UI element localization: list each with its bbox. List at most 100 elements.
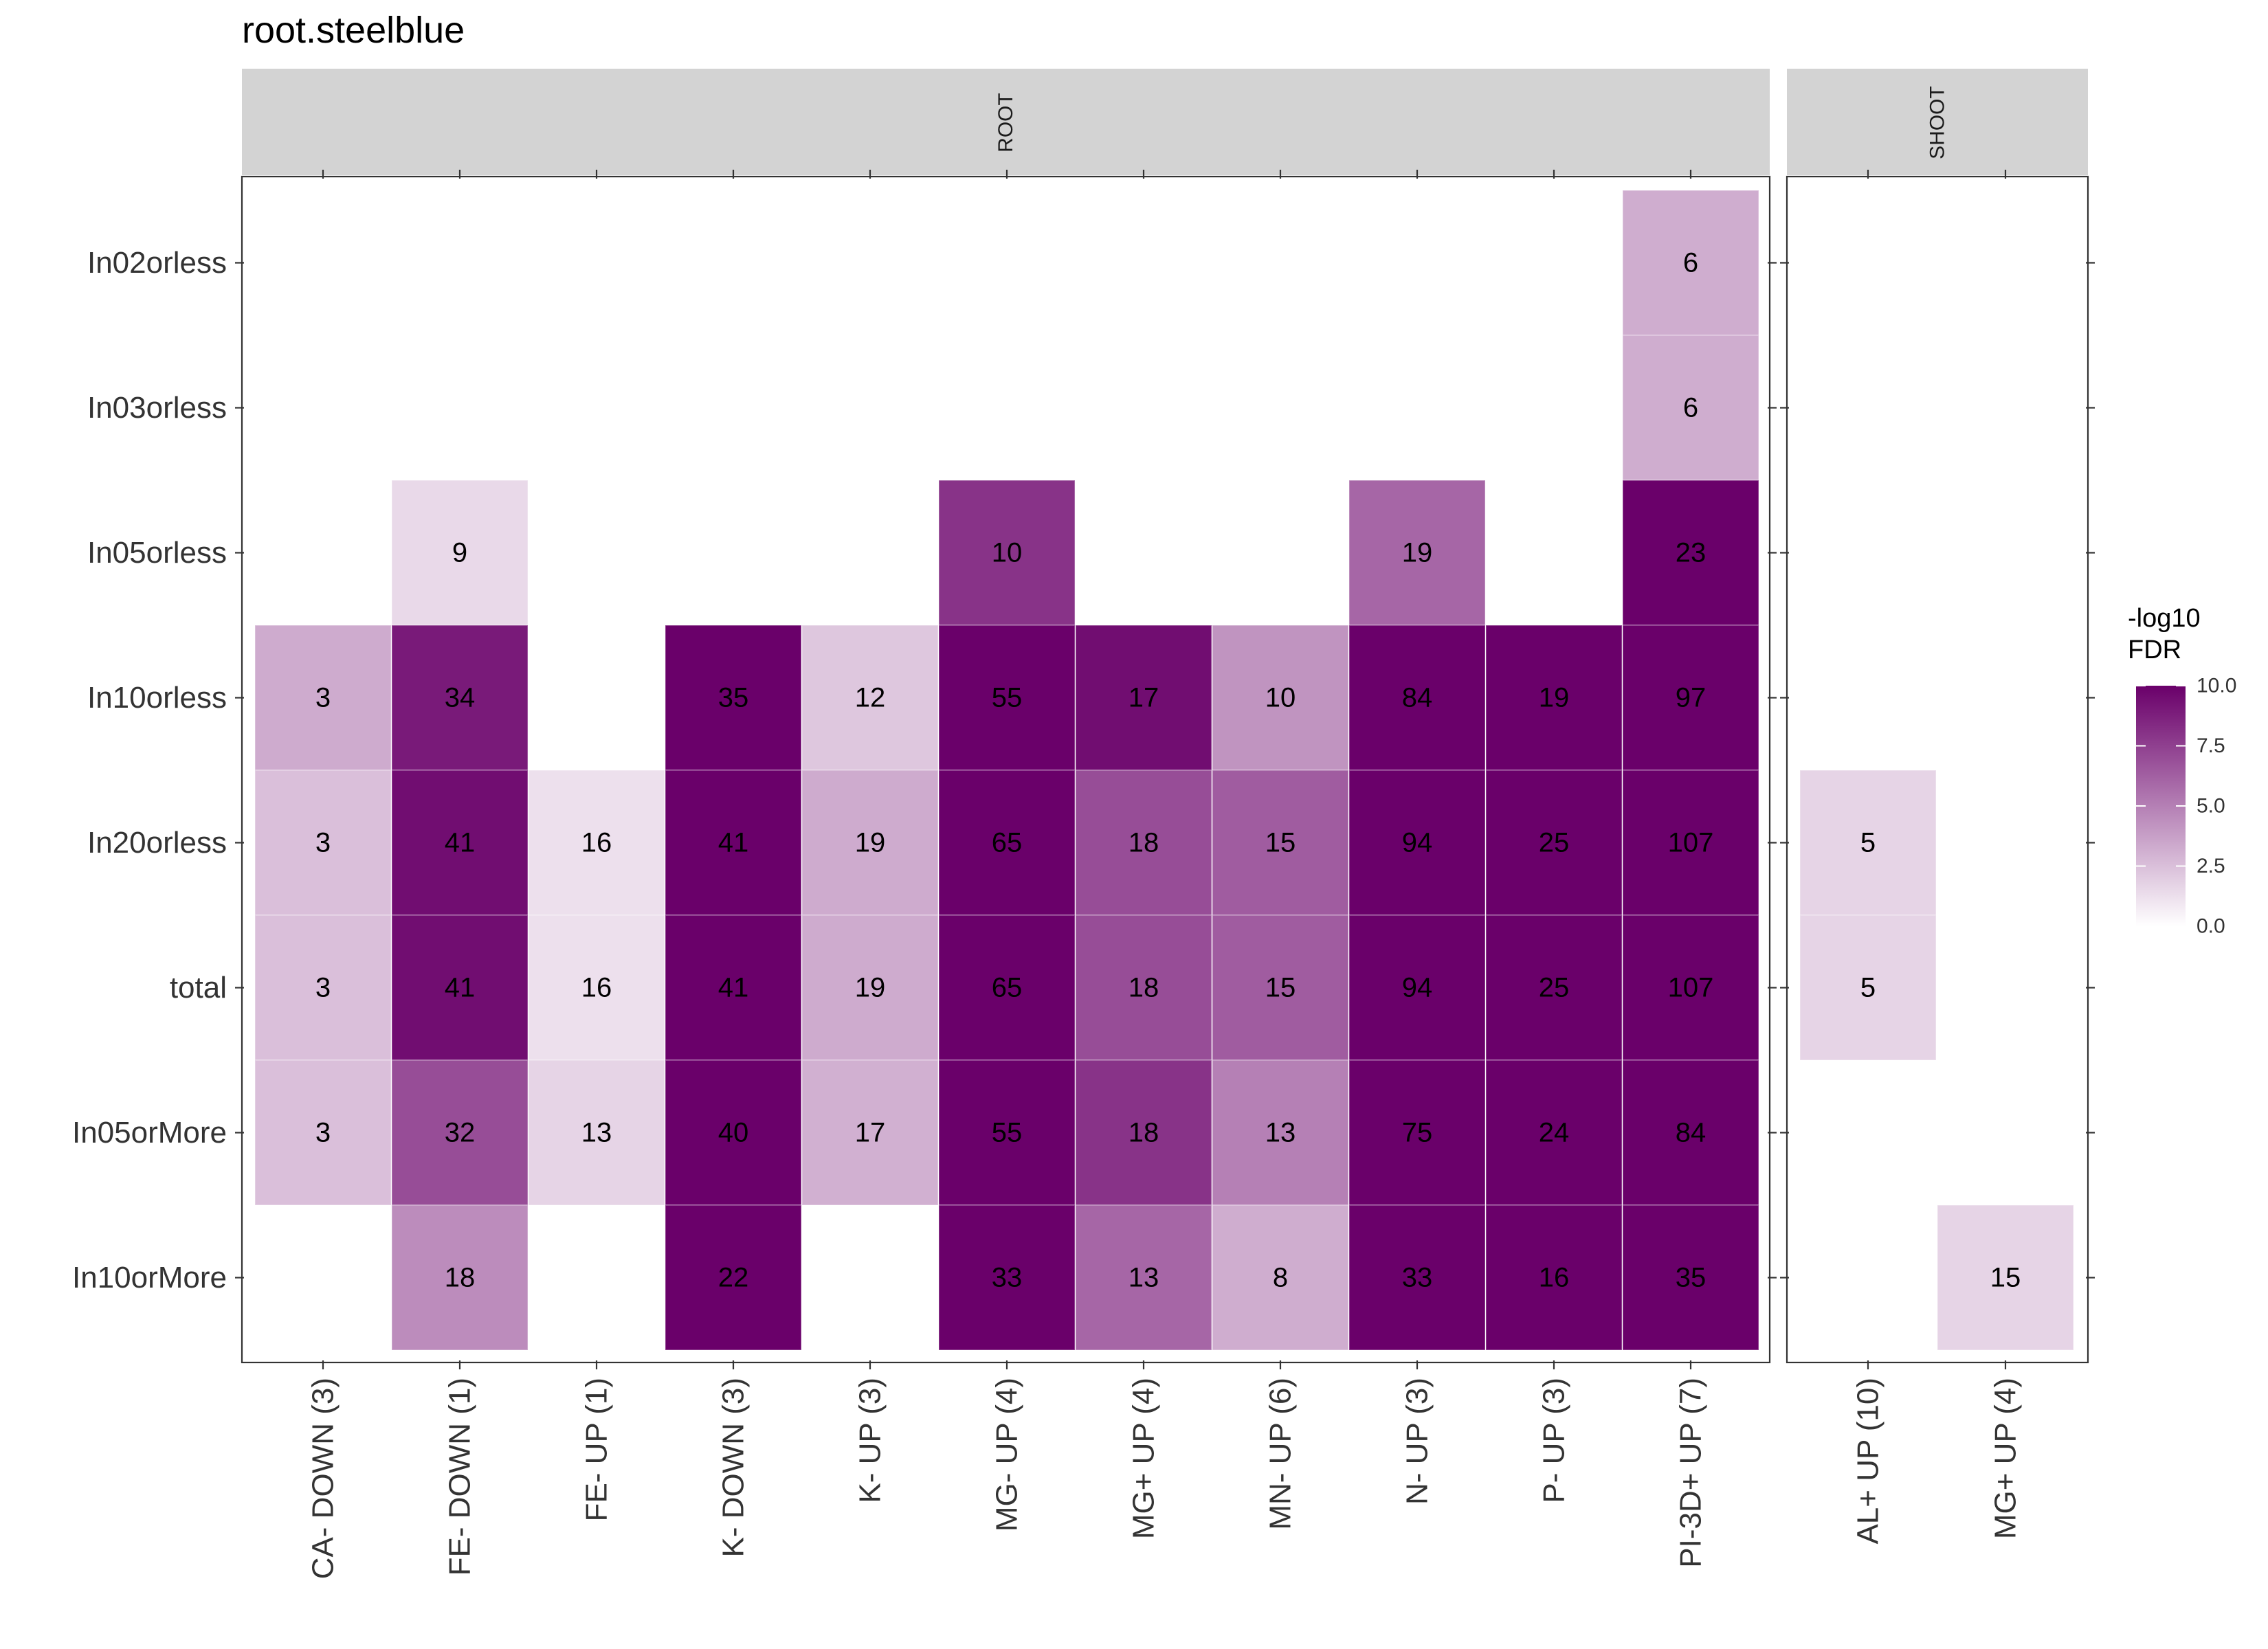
heatmap-cell <box>254 1059 392 1206</box>
facet-panel-shoot: SHOOT 5 5 15 AL+ UP (10) MG+ UP (4) <box>1780 69 2095 1545</box>
cell-label: 41 <box>445 973 476 1003</box>
cell-label: 16 <box>581 973 612 1003</box>
heatmap-cell <box>938 770 1076 916</box>
cell-label: 94 <box>1402 973 1433 1003</box>
cell-label: 35 <box>1676 1263 1706 1293</box>
cell-label: 94 <box>1402 828 1433 858</box>
facet-panel-root: ROOT 6 6 9 10 19 23 3 34 35 12 55 17 10 84 19 97 3 41 16 41 1… <box>235 69 1777 1579</box>
cell-label: 6 <box>1683 248 1698 278</box>
legend-title: -log10 FDR <box>2128 604 2201 664</box>
heatmap-cell <box>1485 915 1623 1061</box>
cell-label: 84 <box>1402 683 1433 713</box>
cell-label: 22 <box>718 1263 749 1293</box>
x-tick-label: CA- DOWN (3) <box>307 1378 340 1579</box>
cell-label: 10 <box>1265 683 1296 713</box>
facet-strip-shoot <box>1787 69 2088 175</box>
heatmap-cell <box>1622 915 1759 1061</box>
heatmap-cell <box>391 1204 529 1351</box>
cell-label: 12 <box>855 683 886 713</box>
legend-tick-label: 10.0 <box>2197 675 2236 697</box>
heatmap-cell <box>1075 625 1212 771</box>
x-tick-label: N- UP (3) <box>1401 1378 1434 1505</box>
cell-label: 33 <box>992 1263 1023 1293</box>
cell-label: 17 <box>855 1118 886 1148</box>
heatmap-cell <box>665 1059 802 1206</box>
heatmap-cell <box>1348 1204 1486 1351</box>
heatmap-cell <box>1075 770 1212 916</box>
cell-label: 3 <box>315 1118 331 1148</box>
cell-label: 3 <box>315 683 331 713</box>
cell-label: 18 <box>445 1263 476 1293</box>
x-tick-label: MG+ UP (4) <box>1127 1378 1161 1539</box>
cell-label: 34 <box>445 683 476 713</box>
heatmap-cell <box>528 770 665 916</box>
cell-label: 15 <box>1265 973 1296 1003</box>
cell-label: 41 <box>445 828 476 858</box>
heatmap-cell <box>528 915 665 1061</box>
legend-tick-label: 5.0 <box>2197 795 2225 818</box>
x-tick-label: FE- DOWN (1) <box>443 1378 477 1575</box>
facet-strip-root <box>242 69 1770 175</box>
cell-label: 25 <box>1539 828 1570 858</box>
heatmap-cell <box>801 915 939 1061</box>
y-axis: In02orless In03orless In05orless In10orless… <box>72 246 227 1294</box>
cell-label: 97 <box>1676 683 1706 713</box>
heatmap-cell <box>528 1059 665 1206</box>
x-tick-label: MG- UP (4) <box>990 1378 1024 1532</box>
y-tick-label: In10orMore <box>72 1261 227 1294</box>
cell-label: 107 <box>1668 973 1714 1003</box>
cell-label: 55 <box>992 1118 1023 1148</box>
heatmap-cell <box>938 915 1076 1061</box>
cell-label: 17 <box>1129 683 1159 713</box>
cell-label: 65 <box>992 828 1023 858</box>
cell-label: 19 <box>855 973 886 1003</box>
cell-label: 33 <box>1402 1263 1433 1293</box>
heatmap-cell <box>1485 770 1623 916</box>
x-tick-label: K- UP (3) <box>854 1378 887 1503</box>
heatmap-cell <box>938 1059 1076 1206</box>
cell-label: 25 <box>1539 973 1570 1003</box>
heatmap-cell <box>1212 1204 1349 1351</box>
heatmap-cell <box>1937 1204 2074 1351</box>
y-tick-label: In05orMore <box>72 1116 227 1149</box>
cell-label: 15 <box>1265 828 1296 858</box>
heatmap-cell <box>1622 1059 1759 1206</box>
cell-label: 84 <box>1676 1118 1706 1148</box>
panel-border <box>241 175 1771 1364</box>
cell-label: 18 <box>1129 828 1159 858</box>
heatmap-cell <box>1075 1204 1212 1351</box>
heatmap-cell <box>1212 770 1349 916</box>
heatmap-cell <box>391 770 529 916</box>
heatmap-cell <box>254 770 392 916</box>
legend-tick-label: 2.5 <box>2197 855 2225 877</box>
heatmap-cell <box>1348 625 1486 771</box>
cell-label: 55 <box>992 683 1023 713</box>
y-tick-label: In05orless <box>87 536 227 570</box>
heatmap-cell <box>391 625 529 771</box>
heatmap-cell <box>1348 1059 1486 1206</box>
legend-tick-label: 7.5 <box>2197 734 2225 757</box>
heatmap-cell <box>665 770 802 916</box>
cell-label: 10 <box>992 538 1023 568</box>
heatmap-cell <box>801 770 939 916</box>
heatmap-cell <box>938 1204 1076 1351</box>
heatmap-cell <box>391 915 529 1061</box>
cell-label: 32 <box>445 1118 476 1148</box>
cell-label: 5 <box>1860 828 1876 858</box>
heatmap-cell <box>1799 770 1937 916</box>
heatmap-cell <box>1212 625 1349 771</box>
heatmap-cell <box>1075 1059 1212 1206</box>
cell-label: 3 <box>315 973 331 1003</box>
cell-label: 35 <box>718 683 749 713</box>
heatmap-cell <box>938 480 1076 626</box>
x-tick-label: AL+ UP (10) <box>1852 1378 1885 1545</box>
cell-label: 3 <box>315 828 331 858</box>
color-legend: -log10 FDR 0.0 2.5 5.0 7.5 10.0 <box>2128 604 2236 938</box>
heatmap-cell <box>391 1059 529 1206</box>
heatmap-cell <box>1622 1204 1759 1351</box>
heatmap-cell <box>1485 1059 1623 1206</box>
legend-tick-label: 0.0 <box>2197 915 2225 938</box>
cell-label: 19 <box>1402 538 1433 568</box>
heatmap-cell <box>1212 1059 1349 1206</box>
cell-label: 8 <box>1273 1263 1288 1293</box>
